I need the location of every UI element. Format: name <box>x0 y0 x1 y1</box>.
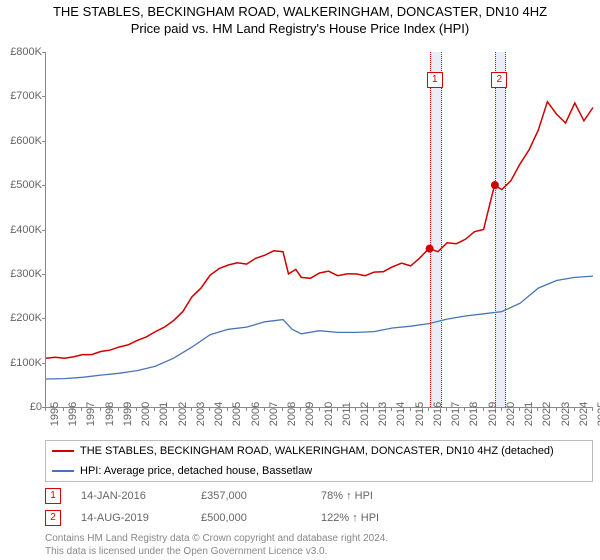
sale-price: £357,000 <box>201 490 321 502</box>
x-tick-label: 2005 <box>231 402 243 426</box>
legend-label: THE STABLES, BECKINGHAM ROAD, WALKERINGH… <box>80 445 554 457</box>
sale-row: 1 14-JAN-2016£357,00078% ↑ HPI <box>45 486 593 506</box>
y-tick-label: £0 <box>2 401 42 413</box>
y-tick-label: £700K <box>2 90 42 102</box>
x-tick-label: 1996 <box>67 402 79 426</box>
y-tick-label: £300K <box>2 268 42 280</box>
sale-price: £500,000 <box>201 512 321 524</box>
x-tick-label: 2012 <box>359 402 371 426</box>
x-tick-label: 2002 <box>177 402 189 426</box>
x-tick-label: 2008 <box>286 402 298 426</box>
y-tick-label: £600K <box>2 135 42 147</box>
chart-svg <box>46 52 593 407</box>
x-tick-label: 2003 <box>195 402 207 426</box>
chart-title-line1: THE STABLES, BECKINGHAM ROAD, WALKERINGH… <box>0 4 600 19</box>
x-tick-label: 2018 <box>468 402 480 426</box>
legend-swatch <box>52 450 74 452</box>
legend-row: THE STABLES, BECKINGHAM ROAD, WALKERINGH… <box>46 441 592 461</box>
x-tick-label: 1997 <box>85 402 97 426</box>
legend-row: HPI: Average price, detached house, Bass… <box>46 461 592 481</box>
x-tick-label: 2000 <box>140 402 152 426</box>
x-tick-label: 2024 <box>578 402 590 426</box>
y-tick-label: £500K <box>2 179 42 191</box>
sale-row: 2 14-AUG-2019£500,000122% ↑ HPI <box>45 508 593 528</box>
legend-label: HPI: Average price, detached house, Bass… <box>80 465 312 477</box>
x-tick-label: 2022 <box>541 402 553 426</box>
x-tick-label: 2017 <box>450 402 462 426</box>
sale-marker-icon: 2 <box>45 510 61 526</box>
x-tick-label: 1998 <box>104 402 116 426</box>
series-line <box>46 102 593 359</box>
y-tick-label: £200K <box>2 312 42 324</box>
chart-marker-2: 2 <box>491 72 507 88</box>
x-tick-label: 2004 <box>213 402 225 426</box>
sale-marker-icon: 1 <box>45 488 61 504</box>
sale-date: 14-JAN-2016 <box>81 490 201 502</box>
x-tick-label: 2023 <box>560 402 572 426</box>
x-tick-label: 2009 <box>304 402 316 426</box>
x-tick-label: 2010 <box>323 402 335 426</box>
chart-title-line2: Price paid vs. HM Land Registry's House … <box>0 21 600 36</box>
x-tick-label: 2016 <box>432 402 444 426</box>
x-tick-label: 2019 <box>487 402 499 426</box>
legend-swatch <box>52 470 74 472</box>
x-tick-label: 1999 <box>122 402 134 426</box>
x-tick-label: 2011 <box>341 402 353 426</box>
series-line <box>46 276 593 379</box>
y-tick-label: £800K <box>2 46 42 58</box>
x-tick-label: 2025 <box>596 402 600 426</box>
x-tick-label: 1995 <box>49 402 61 426</box>
y-tick-label: £400K <box>2 224 42 236</box>
x-tick-label: 2015 <box>414 402 426 426</box>
x-tick-label: 2006 <box>250 402 262 426</box>
x-tick-label: 2020 <box>505 402 517 426</box>
licence-text: Contains HM Land Registry data © Crown c… <box>45 532 388 558</box>
legend-box: THE STABLES, BECKINGHAM ROAD, WALKERINGH… <box>45 440 593 482</box>
x-tick-label: 2014 <box>395 402 407 426</box>
y-tick-label: £100K <box>2 357 42 369</box>
x-tick-label: 2021 <box>523 402 535 426</box>
chart-plot-area: 12 <box>45 52 593 408</box>
sale-hpi: 122% ↑ HPI <box>321 512 441 524</box>
sale-date: 14-AUG-2019 <box>81 512 201 524</box>
x-tick-label: 2013 <box>377 402 389 426</box>
x-tick-label: 2007 <box>268 402 280 426</box>
x-tick-label: 2001 <box>158 402 170 426</box>
chart-marker-1: 1 <box>427 72 443 88</box>
sale-hpi: 78% ↑ HPI <box>321 490 441 502</box>
